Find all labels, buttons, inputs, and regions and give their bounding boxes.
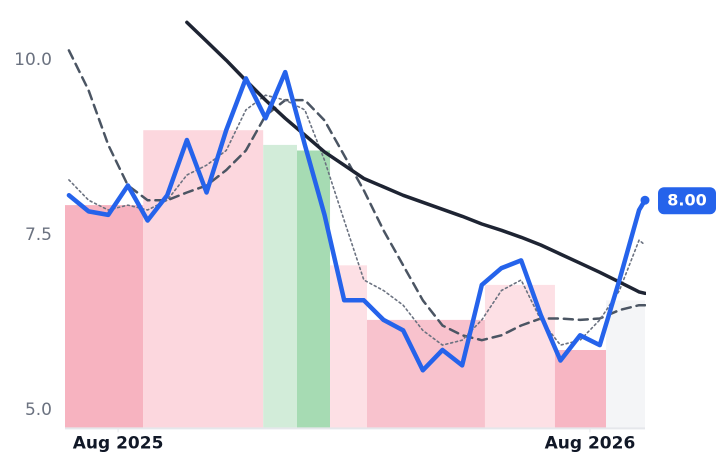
band: [297, 150, 331, 429]
y-tick-label: 7.5: [25, 225, 52, 245]
value-badge: [658, 187, 716, 215]
y-tick-label: 10.0: [14, 50, 52, 70]
band: [65, 205, 144, 429]
y-tick-label: 5.0: [25, 400, 52, 420]
axes: 5.0 7.5 10.0 Aug 2025 Aug 2026 8.00: [14, 50, 716, 453]
band: [606, 300, 645, 429]
series-line: [66, 69, 646, 373]
x-tick-label: Aug 2025: [73, 433, 164, 453]
series-line: [68, 94, 646, 346]
value-label: 8.00: [667, 191, 706, 210]
band: [484, 284, 555, 429]
series-line: [67, 49, 646, 342]
series-line: [185, 20, 646, 296]
band: [263, 144, 297, 429]
lines: [66, 20, 646, 373]
band: [143, 130, 264, 429]
band: [554, 350, 607, 429]
last-point: [640, 195, 650, 205]
band: [330, 265, 367, 429]
bands: [65, 130, 645, 429]
x-tick-label: Aug 2026: [545, 433, 636, 453]
